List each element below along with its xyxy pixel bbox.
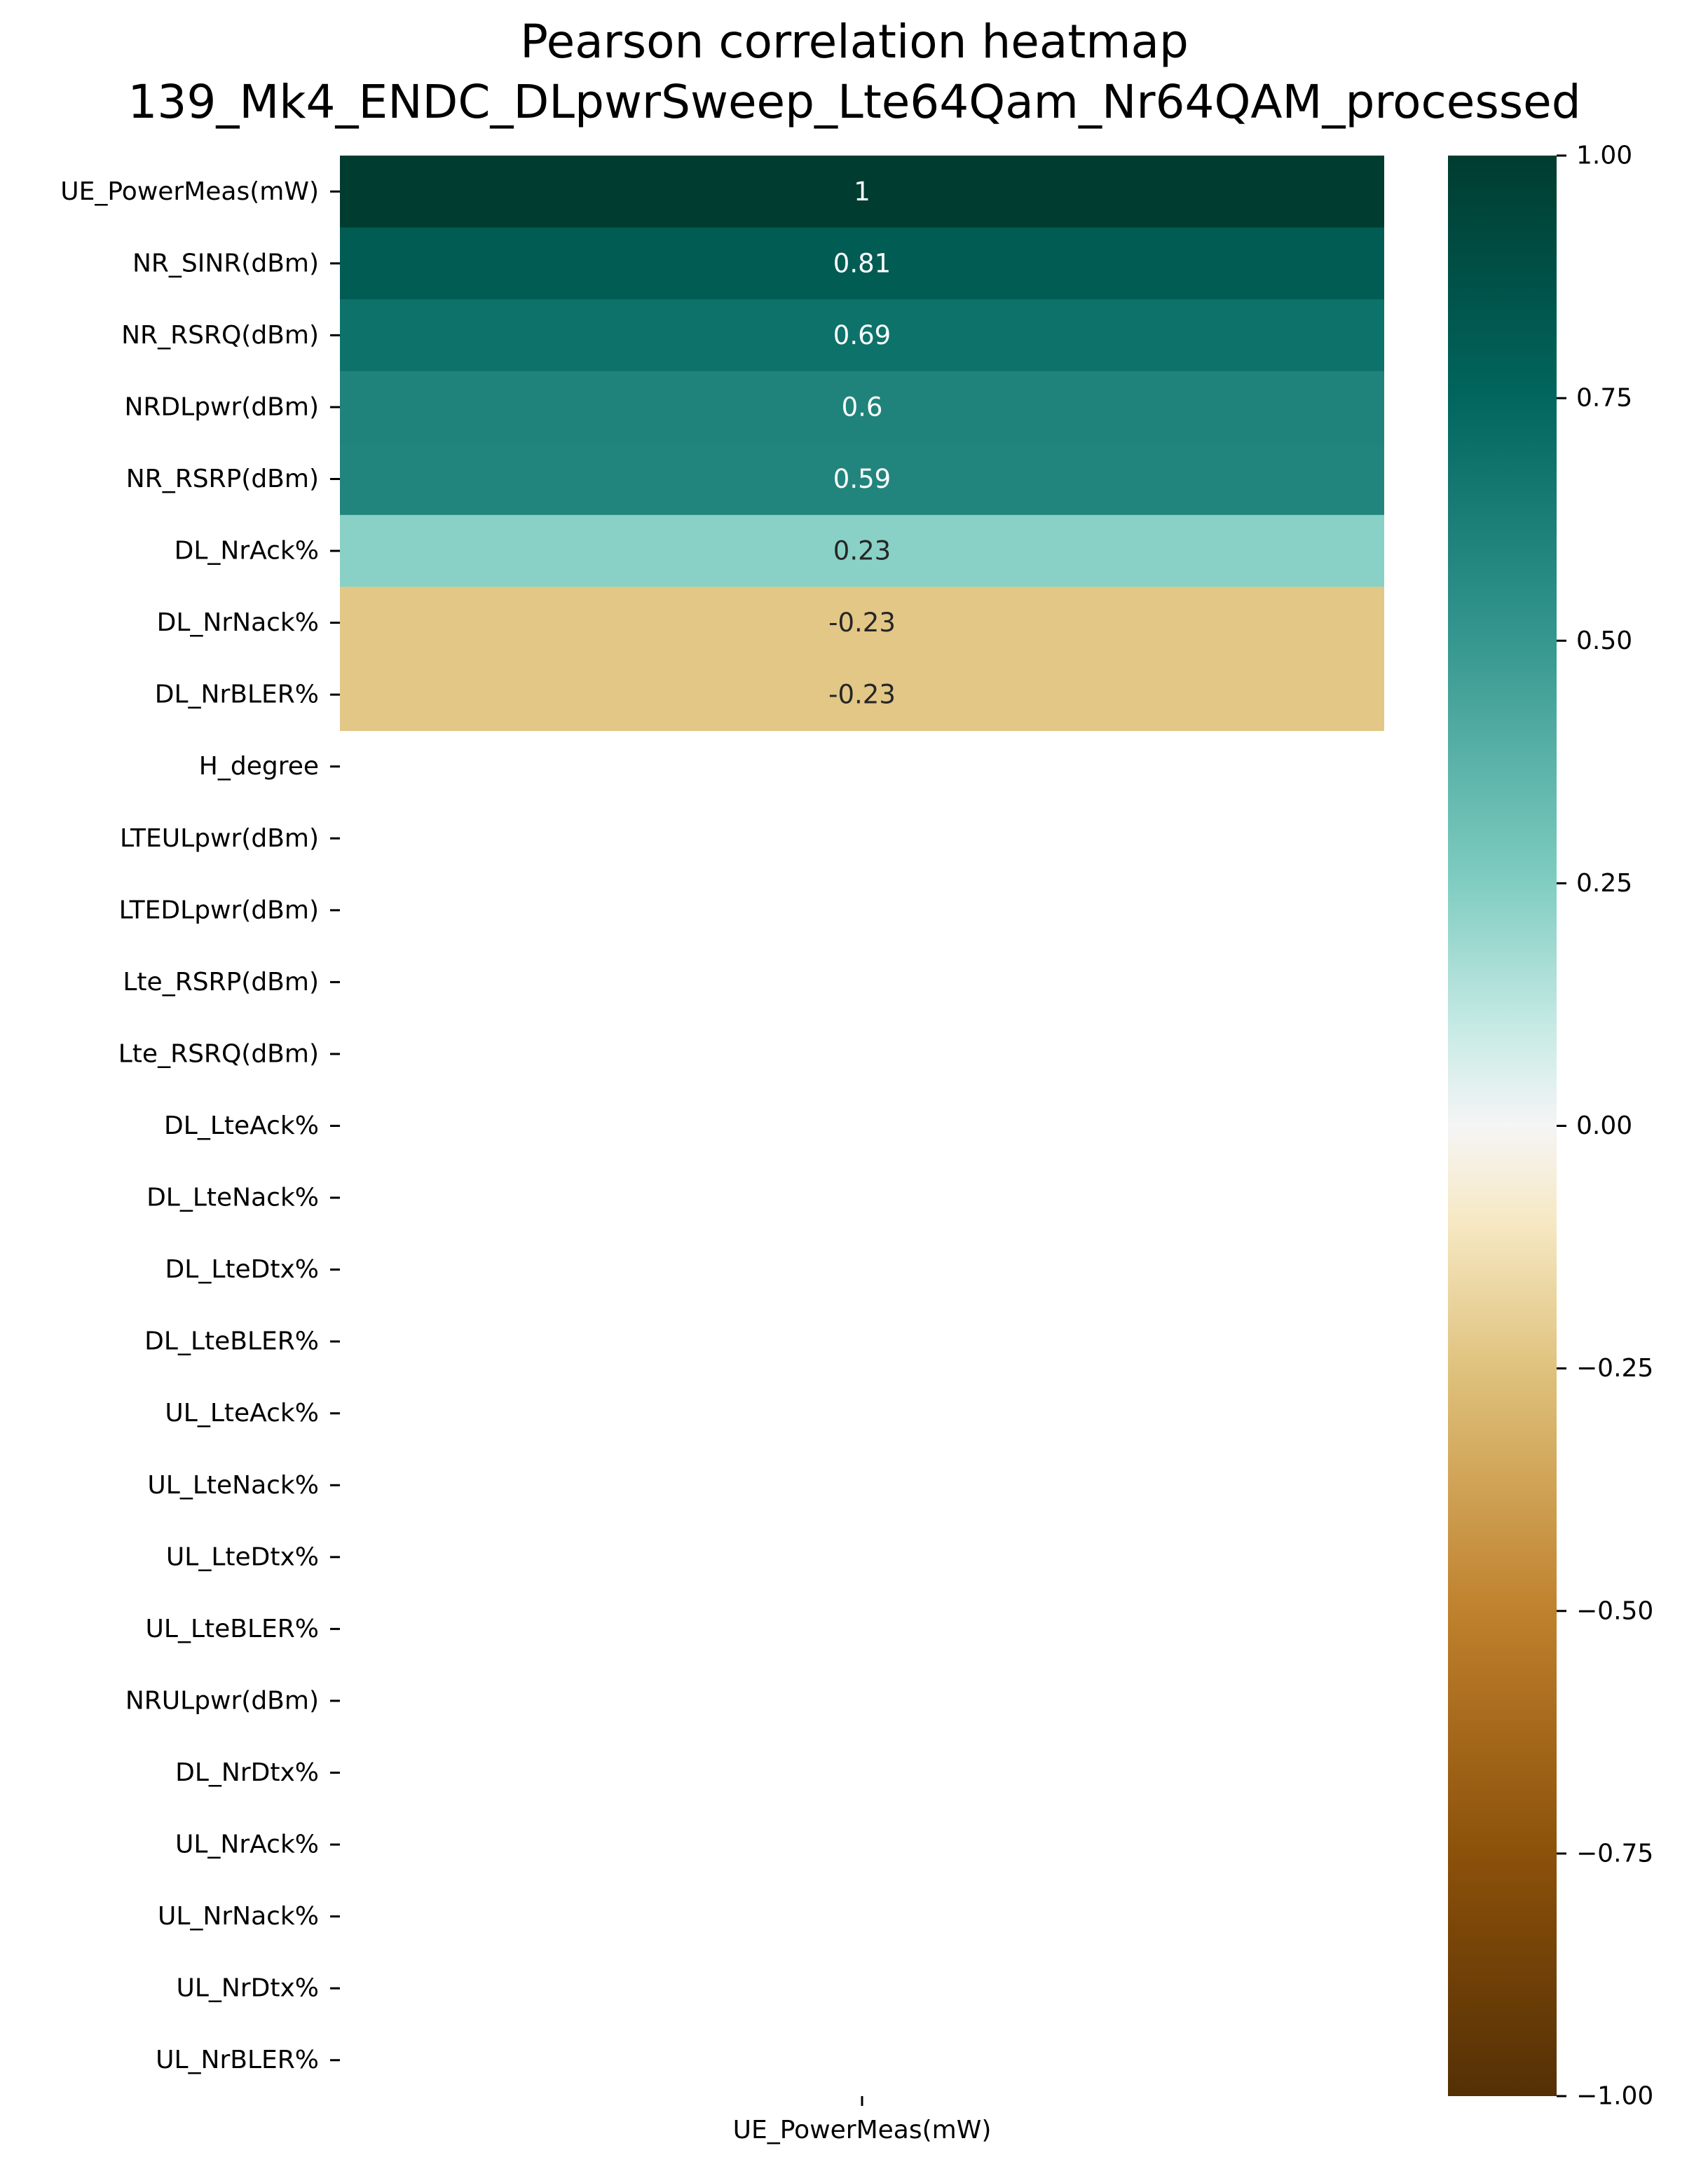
y-tick-label: UL_LteDtx% — [166, 1542, 319, 1571]
colorbar-ticks: 1.00 0.75 0.50 0.25 0.00 −0.25 −0.50 −0.75 −1.00 — [1557, 142, 1653, 2111]
cell-value-label: 0.69 — [833, 320, 891, 350]
y-tick-label: UL_LteBLER% — [146, 1615, 319, 1643]
y-tick-label: UL_NrAck% — [175, 1831, 319, 1859]
colorbar-tick-label: 0.50 — [1576, 627, 1632, 655]
y-tick-label: NR_RSRQ(dBm) — [121, 321, 319, 350]
heatmap-cell — [340, 658, 1384, 732]
cell-value-label: 1 — [854, 177, 870, 207]
chart-title-line1: Pearson correlation heatmap — [520, 15, 1189, 69]
heatmap-cell — [340, 514, 1384, 587]
y-tick-label: NR_SINR(dBm) — [132, 249, 319, 278]
chart-title-line2: 139_Mk4_ENDC_DLpwrSweep_Lte64Qam_Nr64QAM… — [128, 75, 1580, 129]
y-tick-label: DL_LteDtx% — [165, 1255, 319, 1284]
y-tick-label: UL_NrBLER% — [156, 2046, 319, 2074]
x-tick-label: UE_PowerMeas(mW) — [733, 2116, 992, 2144]
cell-value-label: -0.23 — [828, 680, 896, 710]
colorbar — [1448, 156, 1557, 2096]
colorbar-tick-label: −0.75 — [1576, 1839, 1653, 1868]
y-tick-label: UL_LteAck% — [165, 1399, 319, 1428]
cell-value-label: 0.81 — [833, 248, 891, 278]
y-tick-label: Lte_RSRQ(dBm) — [118, 1039, 319, 1068]
heatmap-cell — [340, 443, 1384, 516]
y-tick-label: H_degree — [199, 752, 319, 781]
heatmap-cells: 1 0.81 0.69 0.6 0.59 0.23 -0.23 -0.23 — [340, 156, 1384, 732]
heatmap-cell — [340, 156, 1384, 228]
y-axis: UE_PowerMeas(mW) NR_SINR(dBm) NR_RSRQ(dBm)… — [60, 177, 340, 2074]
heatmap-cell — [340, 587, 1384, 659]
colorbar-tick-label: 0.00 — [1576, 1111, 1632, 1140]
colorbar-tick-label: −0.25 — [1576, 1354, 1653, 1383]
y-tick-label: Lte_RSRP(dBm) — [123, 968, 319, 997]
y-tick-label: NR_RSRP(dBm) — [126, 465, 319, 493]
y-tick-label: LTEDLpwr(dBm) — [119, 896, 319, 924]
y-tick-label: UL_NrNack% — [158, 1902, 319, 1931]
y-tick-label: DL_NrBLER% — [155, 680, 319, 709]
heatmap-cell — [340, 227, 1384, 300]
heatmap-cell — [340, 299, 1384, 372]
colorbar-tick-label: −1.00 — [1576, 2082, 1653, 2111]
y-tick-label: UL_LteNack% — [147, 1471, 319, 1500]
y-tick-label: DL_LteBLER% — [144, 1327, 319, 1356]
cell-value-label: -0.23 — [828, 608, 896, 638]
cell-value-label: 0.23 — [833, 536, 891, 566]
colorbar-tick-label: 0.25 — [1576, 869, 1632, 898]
y-tick-label: DL_NrAck% — [175, 537, 319, 566]
y-tick-label: UE_PowerMeas(mW) — [60, 177, 319, 206]
colorbar-tick-label: −0.50 — [1576, 1596, 1653, 1625]
cell-value-label: 0.59 — [833, 464, 891, 494]
colorbar-tick-label: 0.75 — [1576, 384, 1632, 413]
y-tick-label: NRULpwr(dBm) — [125, 1686, 319, 1715]
cell-value-label: 0.6 — [842, 392, 883, 422]
y-tick-label: NRDLpwr(dBm) — [124, 392, 319, 421]
y-tick-label: DL_LteNack% — [146, 1184, 319, 1212]
heatmap-cell — [340, 371, 1384, 444]
y-tick-label: DL_NrDtx% — [175, 1758, 319, 1787]
y-tick-label: LTEULpwr(dBm) — [120, 824, 319, 853]
colorbar-tick-label: 1.00 — [1576, 142, 1632, 170]
x-axis: UE_PowerMeas(mW) — [733, 2096, 992, 2144]
y-tick-label: DL_NrNack% — [157, 608, 319, 637]
y-tick-label: DL_LteAck% — [164, 1111, 319, 1140]
y-tick-label: UL_NrDtx% — [177, 1974, 319, 2003]
